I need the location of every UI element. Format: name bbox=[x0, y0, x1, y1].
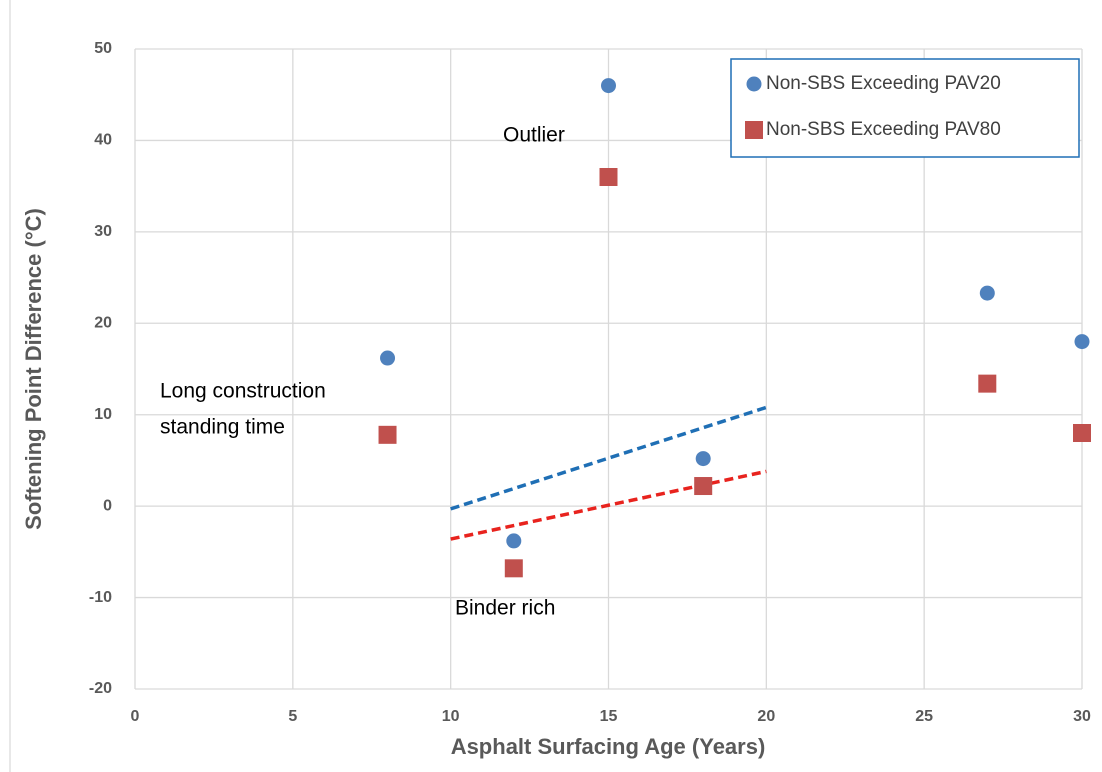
trendline bbox=[450, 469, 767, 541]
legend-label: Non-SBS Exceeding PAV20 bbox=[766, 73, 1001, 94]
point bbox=[1073, 424, 1091, 442]
y-tick-label: 40 bbox=[94, 132, 112, 149]
y-axis-title: Softening Point Difference (°C) bbox=[21, 208, 46, 530]
point bbox=[695, 451, 711, 467]
y-tick-label: 50 bbox=[94, 40, 112, 57]
point bbox=[506, 533, 522, 549]
x-tick-label: 20 bbox=[757, 708, 775, 725]
y-tick-label: 10 bbox=[94, 406, 112, 423]
point bbox=[601, 78, 616, 94]
point bbox=[599, 168, 618, 186]
point bbox=[378, 425, 397, 444]
point bbox=[978, 374, 997, 393]
legend-marker bbox=[745, 121, 763, 139]
point bbox=[979, 285, 995, 301]
y-tick-label: 20 bbox=[94, 315, 112, 332]
y-tick-label: -20 bbox=[89, 680, 112, 697]
x-tick-label: 5 bbox=[288, 708, 297, 725]
point bbox=[504, 559, 523, 578]
x-tick-label: 30 bbox=[1073, 708, 1091, 725]
x-axis-title: Asphalt Surfacing Age (Years) bbox=[451, 734, 766, 759]
annotation: Long construction bbox=[160, 380, 326, 403]
y-tick-label: 0 bbox=[103, 497, 112, 514]
annotation: Binder rich bbox=[455, 597, 555, 620]
legend-marker bbox=[746, 76, 762, 92]
annotation: Outlier bbox=[503, 124, 565, 147]
annotation: standing time bbox=[160, 416, 285, 439]
legend-box bbox=[730, 58, 1080, 158]
x-tick-label: 0 bbox=[131, 708, 140, 725]
x-tick-label: 15 bbox=[600, 708, 618, 725]
point bbox=[694, 477, 713, 496]
y-tick-label: 30 bbox=[94, 223, 112, 240]
legend-label: Non-SBS Exceeding PAV80 bbox=[766, 119, 1001, 140]
point bbox=[380, 350, 396, 366]
x-tick-label: 25 bbox=[915, 708, 933, 725]
point bbox=[1074, 334, 1090, 350]
x-tick-label: 10 bbox=[442, 708, 460, 725]
y-tick-label: -10 bbox=[89, 589, 112, 606]
